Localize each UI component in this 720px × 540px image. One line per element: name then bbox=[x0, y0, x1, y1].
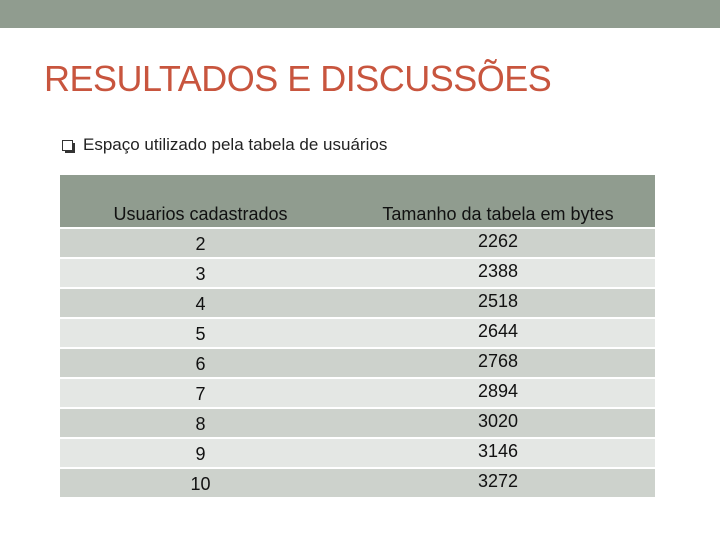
cell-size: 2644 bbox=[341, 319, 655, 347]
cell-size: 3146 bbox=[341, 439, 655, 467]
table-row: 9 3146 bbox=[60, 439, 655, 467]
cell-size: 2768 bbox=[341, 349, 655, 377]
bullet-item: Espaço utilizado pela tabela de usuários bbox=[62, 135, 387, 155]
cell-size: 2518 bbox=[341, 289, 655, 317]
header-size: Tamanho da tabela em bytes bbox=[382, 204, 614, 224]
table-row: 6 2768 bbox=[60, 349, 655, 377]
cell-size: 2262 bbox=[341, 229, 655, 257]
cell-size: 2388 bbox=[341, 259, 655, 287]
cell-size: 3020 bbox=[341, 409, 655, 437]
table-row: 10 3272 bbox=[60, 469, 655, 497]
cell-users: 5 bbox=[60, 319, 341, 347]
table-row: 8 3020 bbox=[60, 409, 655, 437]
slide-title: RESULTADOS E DISCUSSÕES bbox=[44, 58, 552, 99]
top-band bbox=[0, 0, 720, 28]
table-row: 2 2262 bbox=[60, 229, 655, 257]
table-row: 3 2388 bbox=[60, 259, 655, 287]
table-row: 4 2518 bbox=[60, 289, 655, 317]
cell-users: 10 bbox=[60, 469, 341, 497]
data-table: Usuarios cadastrados Tamanho da tabela e… bbox=[60, 175, 655, 497]
table-body: 2 2262 3 2388 4 2518 5 2644 6 2768 7 2894 8 3020 9 3146… bbox=[60, 229, 655, 497]
cell-users: 6 bbox=[60, 349, 341, 377]
cell-users: 7 bbox=[60, 379, 341, 407]
cell-users: 4 bbox=[60, 289, 341, 317]
cell-size: 3272 bbox=[341, 469, 655, 497]
bullet-text: Espaço utilizado pela tabela de usuários bbox=[83, 135, 388, 154]
cell-size: 2894 bbox=[341, 379, 655, 407]
cell-users: 3 bbox=[60, 259, 341, 287]
checkbox-bullet-icon bbox=[62, 139, 75, 153]
header-users: Usuarios cadastrados bbox=[113, 204, 288, 224]
cell-users: 2 bbox=[60, 229, 341, 257]
table-row: 7 2894 bbox=[60, 379, 655, 407]
cell-users: 8 bbox=[60, 409, 341, 437]
table-row: 5 2644 bbox=[60, 319, 655, 347]
cell-users: 9 bbox=[60, 439, 341, 467]
table-header: Usuarios cadastrados Tamanho da tabela e… bbox=[60, 175, 655, 227]
